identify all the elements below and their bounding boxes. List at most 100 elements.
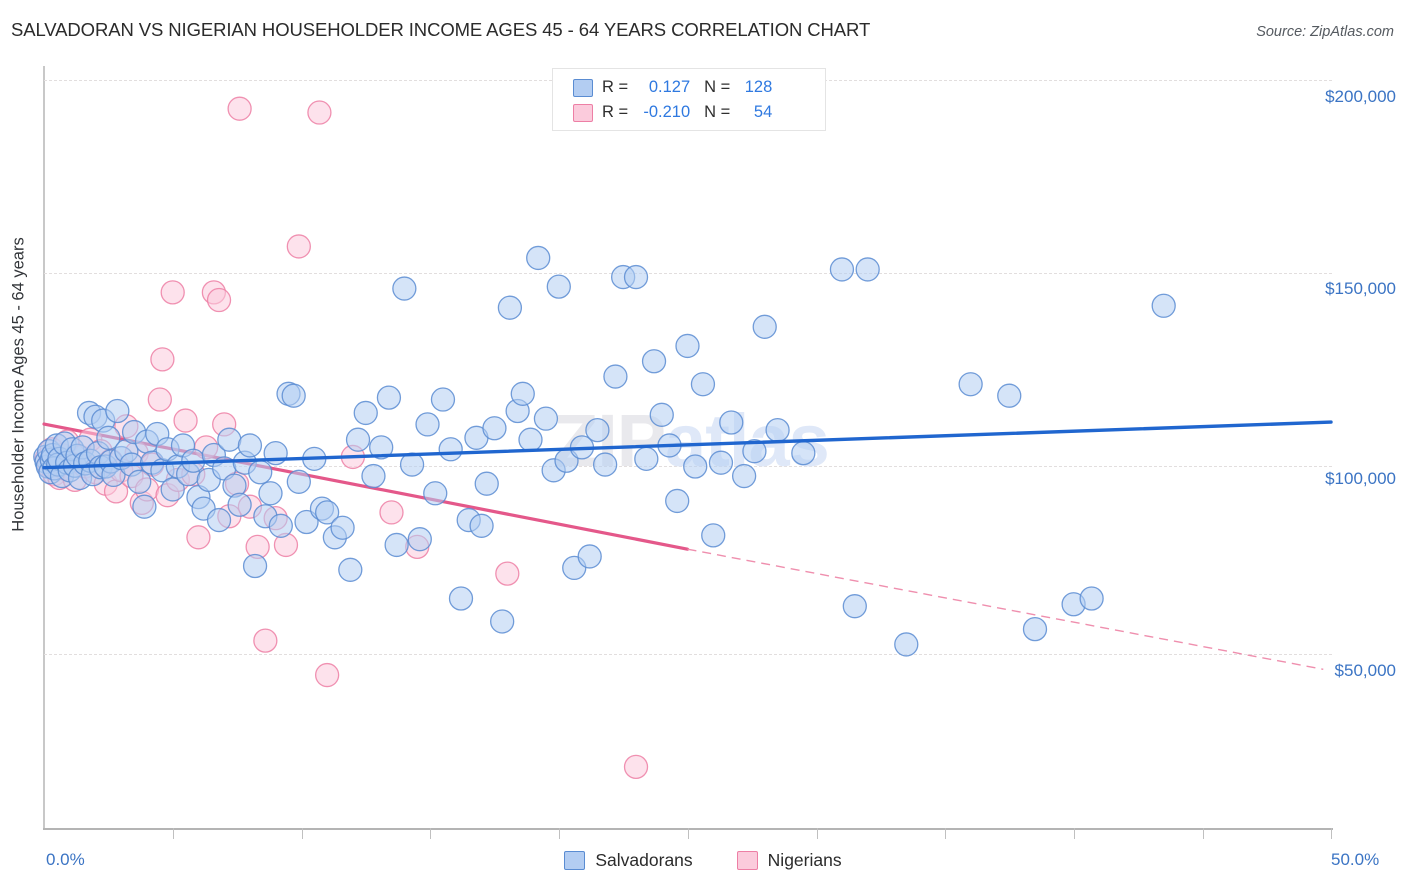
x-tick: [1331, 828, 1332, 839]
data-point: [294, 509, 319, 535]
series-legend: Salvadorans Nigerians: [0, 850, 1406, 871]
data-point: [577, 544, 602, 569]
data-point: [173, 408, 198, 433]
data-point: [855, 257, 880, 282]
data-point: [227, 96, 252, 121]
x-tick: [688, 828, 689, 839]
x-tick: [817, 828, 818, 839]
data-point: [482, 416, 507, 441]
data-point: [683, 454, 708, 479]
data-point: [423, 481, 448, 506]
data-point: [150, 347, 175, 372]
data-point: [603, 364, 628, 389]
data-point: [248, 460, 273, 485]
trendline-salvadorans: [42, 420, 1333, 470]
data-point: [701, 523, 726, 548]
y-tick-label-150000: $150,000: [1325, 279, 1396, 298]
data-point: [649, 402, 674, 427]
x-tick: [1074, 828, 1075, 839]
data-point: [690, 372, 716, 397]
data-point: [237, 433, 263, 458]
stat-n-label-salvadorans: N =: [704, 78, 731, 96]
stat-swatch-nigerians: [573, 103, 593, 122]
data-point: [242, 553, 268, 579]
data-point: [361, 463, 386, 489]
data-point: [752, 314, 777, 339]
stat-r-label-nigerians: R =: [602, 103, 629, 121]
legend-item-salvadorans[interactable]: Salvadorans: [564, 850, 693, 871]
legend-item-nigerians[interactable]: Nigerians: [736, 850, 842, 871]
x-tick: [559, 828, 560, 839]
stat-r-value-salvadorans: 0.127: [648, 78, 691, 96]
data-point: [330, 515, 355, 540]
data-point: [430, 387, 456, 412]
data-point: [546, 274, 571, 299]
data-point: [147, 387, 172, 412]
data-point: [407, 527, 432, 552]
legend-label-nigerians: Nigerians: [767, 850, 842, 870]
data-point: [338, 557, 363, 582]
data-point: [253, 628, 278, 653]
x-tick: [173, 828, 174, 839]
x-tick: [945, 828, 946, 839]
data-point: [206, 287, 232, 313]
data-point: [384, 532, 409, 558]
data-point: [369, 435, 394, 460]
data-point: [438, 437, 463, 462]
data-point: [186, 525, 211, 550]
data-point: [495, 561, 520, 586]
data-point: [96, 425, 121, 450]
stat-swatch-salvadorans: [573, 78, 593, 97]
data-point: [379, 500, 404, 525]
data-point: [206, 507, 232, 533]
correlation-stats-legend: R = 0.127 N = 128 R = -0.210 N = 54: [552, 68, 826, 131]
gridline-150000: [44, 273, 1332, 274]
data-point: [105, 398, 130, 424]
legend-swatch-salvadorans: [564, 851, 586, 870]
data-point: [469, 513, 494, 538]
data-point: [997, 383, 1022, 408]
y-tick-label-50000: $50,000: [1334, 661, 1396, 680]
data-point: [268, 513, 293, 538]
data-point: [1079, 586, 1104, 611]
data-point: [217, 427, 242, 452]
data-point: [376, 385, 402, 410]
source-label: Source: ZipAtlas.com: [1256, 24, 1394, 40]
data-point: [894, 632, 919, 657]
data-point: [474, 471, 499, 496]
data-point: [132, 494, 157, 519]
data-point: [623, 754, 649, 780]
y-tick-label-200000: $200,000: [1325, 87, 1396, 106]
stat-n-value-salvadorans: 128: [744, 78, 773, 96]
data-point: [585, 417, 610, 443]
data-point: [448, 586, 474, 611]
data-point: [829, 257, 855, 282]
data-point: [490, 609, 515, 634]
data-point: [665, 488, 690, 514]
data-point: [842, 594, 867, 619]
data-point: [281, 383, 306, 408]
data-point: [510, 381, 535, 406]
data-point: [708, 450, 734, 475]
stat-n-label-nigerians: N =: [704, 103, 731, 121]
data-point: [634, 446, 659, 471]
page-title: SALVADORAN VS NIGERIAN HOUSEHOLDER INCOM…: [11, 19, 871, 40]
data-point: [286, 234, 311, 259]
data-point: [392, 276, 417, 301]
data-point: [415, 412, 440, 437]
points-salvadorans: [33, 245, 1176, 657]
data-point: [641, 349, 667, 374]
data-point: [127, 469, 152, 494]
data-point: [314, 500, 340, 525]
x-tick: [430, 828, 431, 839]
data-point: [497, 295, 523, 320]
data-point: [345, 427, 371, 452]
data-point: [353, 400, 378, 426]
legend-swatch-nigerians: [736, 851, 758, 870]
data-point: [307, 100, 332, 125]
data-point: [675, 333, 700, 359]
data-point: [958, 372, 983, 397]
data-points: [33, 96, 1176, 780]
x-tick-label-min: 0.0%: [46, 850, 85, 869]
